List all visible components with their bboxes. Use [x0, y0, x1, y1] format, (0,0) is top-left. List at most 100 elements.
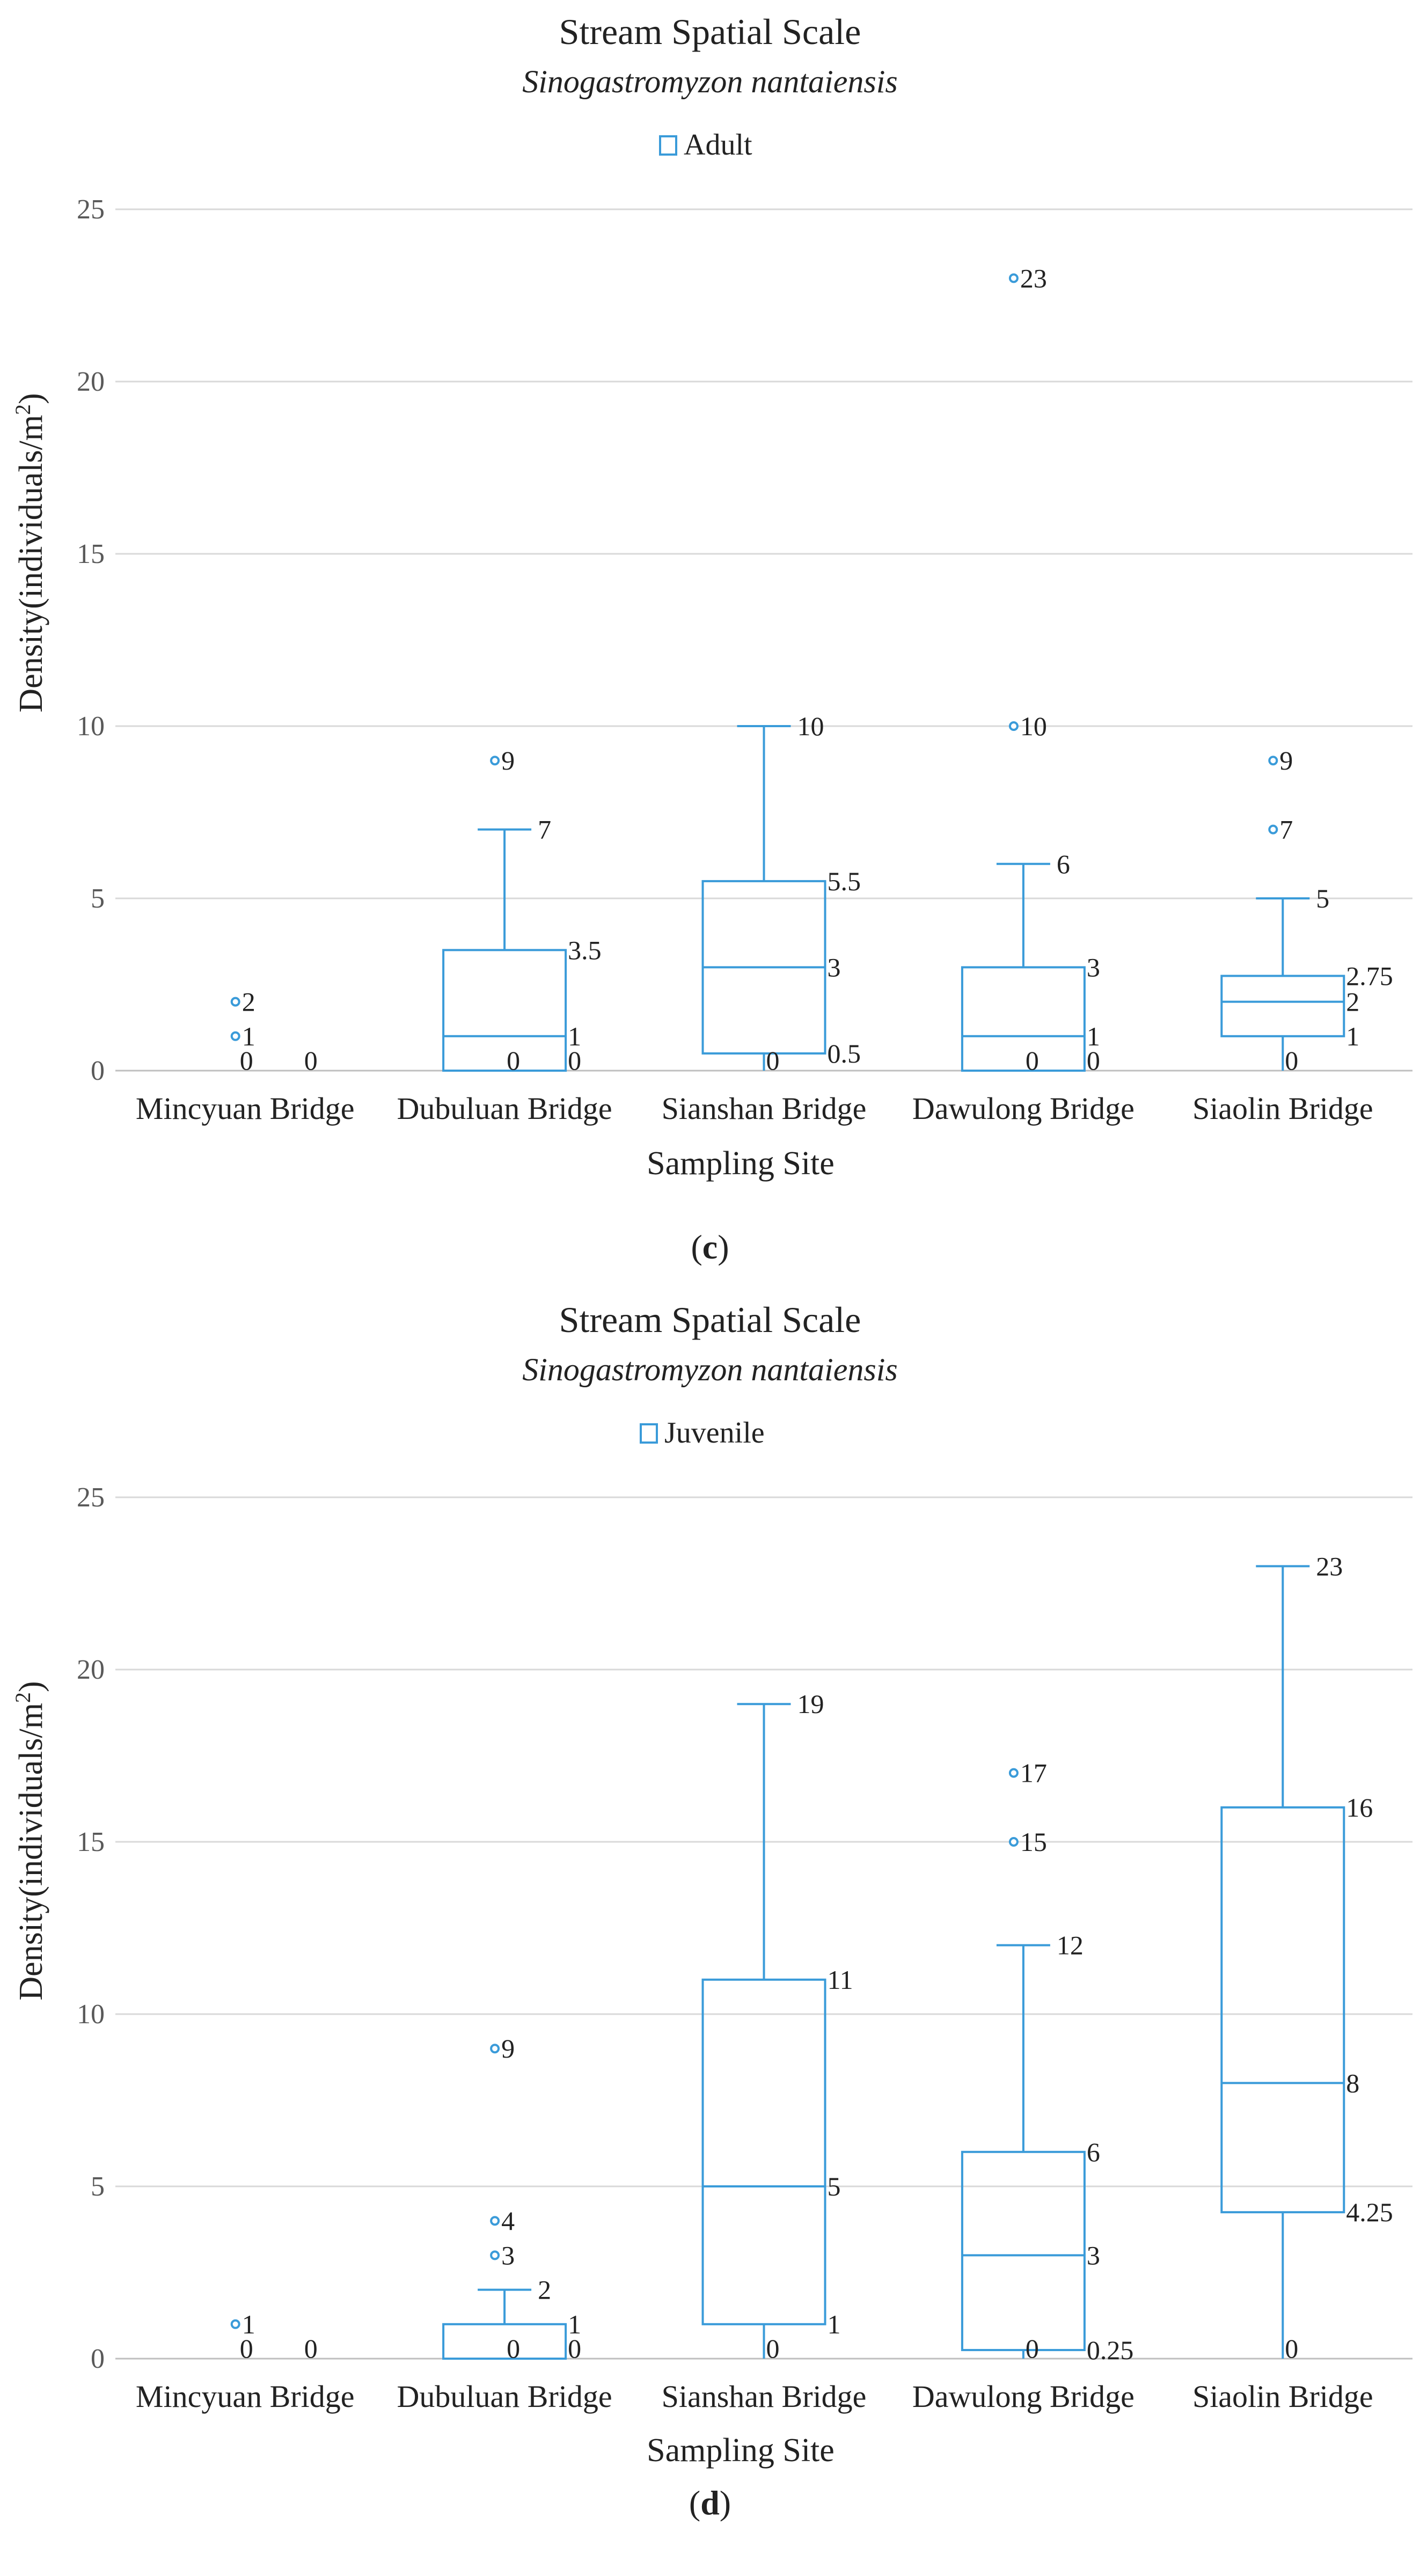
- outlier-point: [1268, 756, 1278, 766]
- data-label: 8: [1346, 2068, 1359, 2098]
- data-label: 3: [828, 952, 841, 982]
- data-label: 7: [1279, 815, 1293, 845]
- y-tick-label: 10: [77, 711, 105, 742]
- x-tick-label: Mincyuan Bridge: [136, 2379, 355, 2414]
- y-tick-label: 5: [91, 2171, 105, 2202]
- x-tick-label: Siaolin Bridge: [1192, 2379, 1373, 2414]
- x-tick-label: Mincyuan Bridge: [136, 1091, 355, 1126]
- data-label: 1: [568, 2309, 581, 2339]
- outlier-point: [1008, 721, 1019, 731]
- chart-subtitle: Sinogastromyzon nantaiensis: [522, 64, 897, 99]
- data-label: 0: [240, 1045, 253, 1075]
- data-label: 0: [240, 2333, 253, 2363]
- chart-c-svg: Stream Spatial Scale Sinogastromyzon nan…: [11, 11, 1412, 1266]
- y-tick-label: 0: [91, 2344, 105, 2374]
- y-tick-label: 5: [91, 883, 105, 914]
- box-iqr: [1220, 975, 1345, 1037]
- data-label: 2: [1346, 987, 1359, 1017]
- outlier-point: [1008, 1768, 1019, 1778]
- data-label: 6: [1087, 2137, 1100, 2167]
- chart-panel-c: Stream Spatial Scale Sinogastromyzon nan…: [11, 11, 1412, 1266]
- legend-label: Juvenile: [664, 1416, 765, 1450]
- data-label: 1: [242, 1021, 255, 1051]
- data-label: 9: [501, 745, 515, 775]
- data-label: 2: [538, 2275, 551, 2305]
- box-iqr: [442, 949, 567, 1072]
- data-label: 23: [1316, 1551, 1343, 1581]
- chart-panel-d: Stream Spatial Scale Sinogastromyzon nan…: [0, 1288, 1420, 2576]
- x-axis-title: Sampling Site: [647, 1145, 835, 1182]
- y-tick-label: 0: [91, 1056, 105, 1086]
- data-label: 10: [1020, 711, 1047, 741]
- data-label: 10: [797, 711, 824, 741]
- chart-subtitle: Sinogastromyzon nantaiensis: [522, 1352, 897, 1387]
- y-tick-label: 20: [77, 367, 105, 397]
- panel-label: (d): [689, 2484, 731, 2522]
- legend-label: Adult: [684, 128, 752, 162]
- data-label: 19: [797, 1689, 824, 1719]
- outlier-point: [230, 997, 240, 1007]
- chart-title: Stream Spatial Scale: [559, 11, 861, 52]
- data-label: 16: [1346, 1792, 1373, 1823]
- data-label: 4.25: [1346, 2197, 1393, 2227]
- box-iqr: [1220, 1806, 1345, 2214]
- data-label: 1: [1087, 1021, 1100, 1051]
- data-label: 2: [242, 987, 255, 1017]
- box-iqr: [961, 2150, 1086, 2351]
- x-tick-label: Sianshan Bridge: [662, 2379, 867, 2414]
- outlier-point: [490, 2250, 500, 2260]
- data-label: 0.5: [828, 1038, 861, 1069]
- x-tick-label: Dubuluan Bridge: [397, 1091, 612, 1126]
- y-tick-label: 10: [77, 1999, 105, 2030]
- data-label: 4: [501, 2206, 515, 2236]
- data-label: 3: [1087, 2240, 1100, 2270]
- x-tick-label: Dubuluan Bridge: [397, 2379, 612, 2414]
- data-label: 1: [242, 2309, 255, 2339]
- y-tick-label: 20: [77, 1655, 105, 1685]
- x-axis-title: Sampling Site: [647, 2432, 835, 2469]
- box-iqr: [961, 966, 1086, 1072]
- data-label: 7: [538, 815, 551, 845]
- box-iqr: [701, 1978, 826, 2325]
- y-tick-label: 25: [77, 1482, 105, 1513]
- data-label: 0: [1087, 1045, 1100, 1075]
- x-tick-label: Dawulong Bridge: [912, 1091, 1134, 1126]
- legend-swatch: [640, 1423, 658, 1444]
- data-label: 0: [507, 2333, 520, 2363]
- data-label: 0: [766, 2333, 780, 2363]
- data-label: 1: [1346, 1021, 1359, 1051]
- data-label: 0: [304, 2333, 318, 2363]
- data-label: 0: [568, 2333, 581, 2363]
- data-label: 5.5: [828, 866, 861, 896]
- data-label: 0: [1026, 1045, 1039, 1075]
- y-axis-title: Density(individuals/m2): [11, 393, 50, 712]
- y-axis-title: Density(individuals/m2): [11, 1681, 50, 2000]
- data-label: 1: [828, 2309, 841, 2339]
- outlier-point: [230, 1031, 240, 1041]
- data-label: 5: [1316, 883, 1329, 913]
- x-tick-label: Sianshan Bridge: [662, 1091, 867, 1126]
- data-label: 11: [828, 1965, 853, 1995]
- data-label: 0: [1285, 2333, 1298, 2363]
- data-label: 2.75: [1346, 961, 1393, 991]
- data-label: 0: [304, 1045, 318, 1075]
- y-tick-label: 15: [77, 539, 105, 569]
- data-label: 5: [828, 2171, 841, 2201]
- outlier-point: [1008, 273, 1019, 283]
- chart-title: Stream Spatial Scale: [559, 1299, 861, 1340]
- data-label: 0: [507, 1045, 520, 1075]
- data-label: 6: [1057, 849, 1070, 879]
- x-tick-label: Siaolin Bridge: [1192, 1091, 1373, 1126]
- data-label: 9: [501, 2033, 515, 2063]
- y-tick-label: 25: [77, 194, 105, 225]
- data-label: 3: [1087, 952, 1100, 982]
- data-label: 3: [501, 2240, 515, 2270]
- data-label: 17: [1020, 1758, 1047, 1788]
- y-tick-label: 15: [77, 1827, 105, 1857]
- data-label: 1: [568, 1021, 581, 1051]
- box-iqr: [442, 2323, 567, 2360]
- outlier-point: [230, 2319, 240, 2329]
- data-label: 12: [1057, 1930, 1084, 1960]
- chart-d-svg: Stream Spatial Scale Sinogastromyzon nan…: [11, 1299, 1412, 2522]
